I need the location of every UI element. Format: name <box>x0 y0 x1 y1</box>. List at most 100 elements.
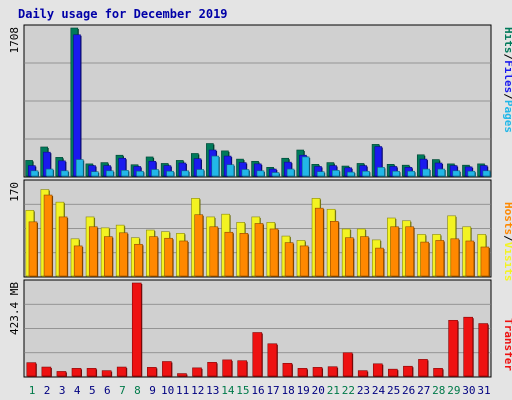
bar-hosts-24-body <box>375 247 384 277</box>
bar-hosts-29-body <box>450 238 460 277</box>
bar-pages-9-body <box>151 169 159 177</box>
bar-pages-17-body <box>271 172 280 177</box>
bar-hosts-14-body <box>224 231 234 277</box>
bar-pages-11-body <box>181 170 189 177</box>
bar-pages-11 <box>181 170 190 177</box>
day-label-15: 15 <box>236 384 249 397</box>
bar-hosts-30-body <box>465 240 475 277</box>
legend-part: Hits <box>502 27 512 54</box>
day-label-6: 6 <box>104 384 111 397</box>
bar-hosts-24 <box>375 247 385 277</box>
bar-hosts-23 <box>360 236 370 277</box>
bar-transfer-3 <box>56 371 67 377</box>
legend-part: / <box>502 235 512 242</box>
legend-part: Hosts <box>502 202 512 235</box>
bar-pages-31 <box>482 170 491 177</box>
bar-hosts-3 <box>58 216 69 277</box>
bar-hosts-3-body <box>58 216 68 277</box>
panel-hits-files-pages-ymax-label: 1708 <box>8 27 21 54</box>
bar-transfer-24-body <box>372 363 383 377</box>
bar-hosts-21-body <box>329 220 339 277</box>
bar-pages-23 <box>362 170 371 177</box>
bar-pages-4 <box>75 159 85 177</box>
bar-transfer-13 <box>207 362 218 377</box>
day-label-29: 29 <box>447 384 460 397</box>
panel-transfer-ymax-label: 423.4 MB <box>8 282 21 335</box>
bar-transfer-17 <box>267 343 278 377</box>
bar-transfer-4 <box>71 368 82 377</box>
bar-files-4-body <box>73 34 81 177</box>
bar-transfer-15-body <box>237 360 248 377</box>
bar-hosts-1 <box>28 221 38 277</box>
bar-pages-17 <box>271 172 281 177</box>
day-label-18: 18 <box>282 384 295 397</box>
bar-hosts-7 <box>119 232 129 277</box>
panel-hits-files-pages-legend: Hits/Files/Pages <box>502 27 512 133</box>
bar-transfer-3-body <box>56 371 67 377</box>
day-label-27: 27 <box>417 384 430 397</box>
bar-transfer-5-body <box>86 368 97 377</box>
bar-transfer-23-body <box>357 370 368 377</box>
bar-hosts-31-body <box>480 246 490 277</box>
bar-hosts-2 <box>43 194 54 277</box>
bar-transfer-11 <box>177 373 188 377</box>
bar-transfer-23 <box>357 370 369 377</box>
bar-pages-6 <box>106 170 115 177</box>
bar-hosts-20-body <box>314 207 324 277</box>
bar-hosts-26-body <box>405 226 414 277</box>
bar-pages-18 <box>286 168 296 177</box>
bar-hosts-8 <box>134 243 144 277</box>
bar-hosts-5 <box>88 226 99 277</box>
bar-transfer-14 <box>222 359 233 377</box>
bar-hosts-22-body <box>345 237 354 277</box>
day-label-2: 2 <box>44 384 51 397</box>
bar-pages-2-body <box>45 168 54 177</box>
bar-hosts-21 <box>329 220 340 277</box>
bar-transfer-31-body <box>478 323 489 377</box>
bar-hosts-10-body <box>164 237 173 277</box>
bar-hosts-7-body <box>119 232 128 277</box>
bar-pages-1 <box>30 170 39 177</box>
bar-transfer-14-body <box>222 359 232 377</box>
bar-transfer-17-body <box>267 343 278 377</box>
bar-hosts-31 <box>480 246 490 277</box>
bar-transfer-6-body <box>101 370 112 377</box>
bar-transfer-26-body <box>403 365 413 377</box>
day-label-25: 25 <box>387 384 400 397</box>
day-label-26: 26 <box>402 384 415 397</box>
bar-hosts-29 <box>450 238 460 277</box>
bar-hosts-28 <box>435 240 445 277</box>
bar-hosts-14 <box>224 231 234 277</box>
bar-pages-16-body <box>256 170 265 177</box>
bar-hosts-13 <box>209 226 219 277</box>
day-label-14: 14 <box>221 384 235 397</box>
bar-hosts-6-body <box>104 236 113 277</box>
bar-hosts-16 <box>254 223 264 277</box>
bar-pages-25-body <box>392 170 400 177</box>
legend-part: Transfer <box>502 318 512 371</box>
bar-transfer-28-body <box>433 368 443 377</box>
bar-transfer-29 <box>448 319 459 377</box>
bar-hosts-9-body <box>149 236 158 277</box>
bar-hosts-12-body <box>194 214 204 277</box>
bar-pages-2 <box>45 168 55 177</box>
bar-transfer-22-body <box>342 352 353 377</box>
bar-hosts-22 <box>345 237 355 277</box>
bar-transfer-26 <box>403 365 414 377</box>
legend-part: Files <box>502 60 512 93</box>
day-label-24: 24 <box>372 384 386 397</box>
bar-transfer-12-body <box>192 367 202 377</box>
bar-hosts-18 <box>284 242 295 277</box>
bar-transfer-20 <box>312 367 324 377</box>
day-label-8: 8 <box>134 384 141 397</box>
bar-hosts-5-body <box>88 226 98 277</box>
bar-pages-7 <box>121 170 130 177</box>
bar-transfer-7-body <box>116 366 127 377</box>
bar-pages-6-body <box>106 170 114 177</box>
bar-pages-24 <box>377 167 386 177</box>
bar-pages-1-body <box>30 170 39 177</box>
bar-hosts-17 <box>269 228 280 277</box>
bar-pages-30-body <box>467 170 476 177</box>
day-label-10: 10 <box>161 384 174 397</box>
bar-pages-26 <box>407 170 416 177</box>
